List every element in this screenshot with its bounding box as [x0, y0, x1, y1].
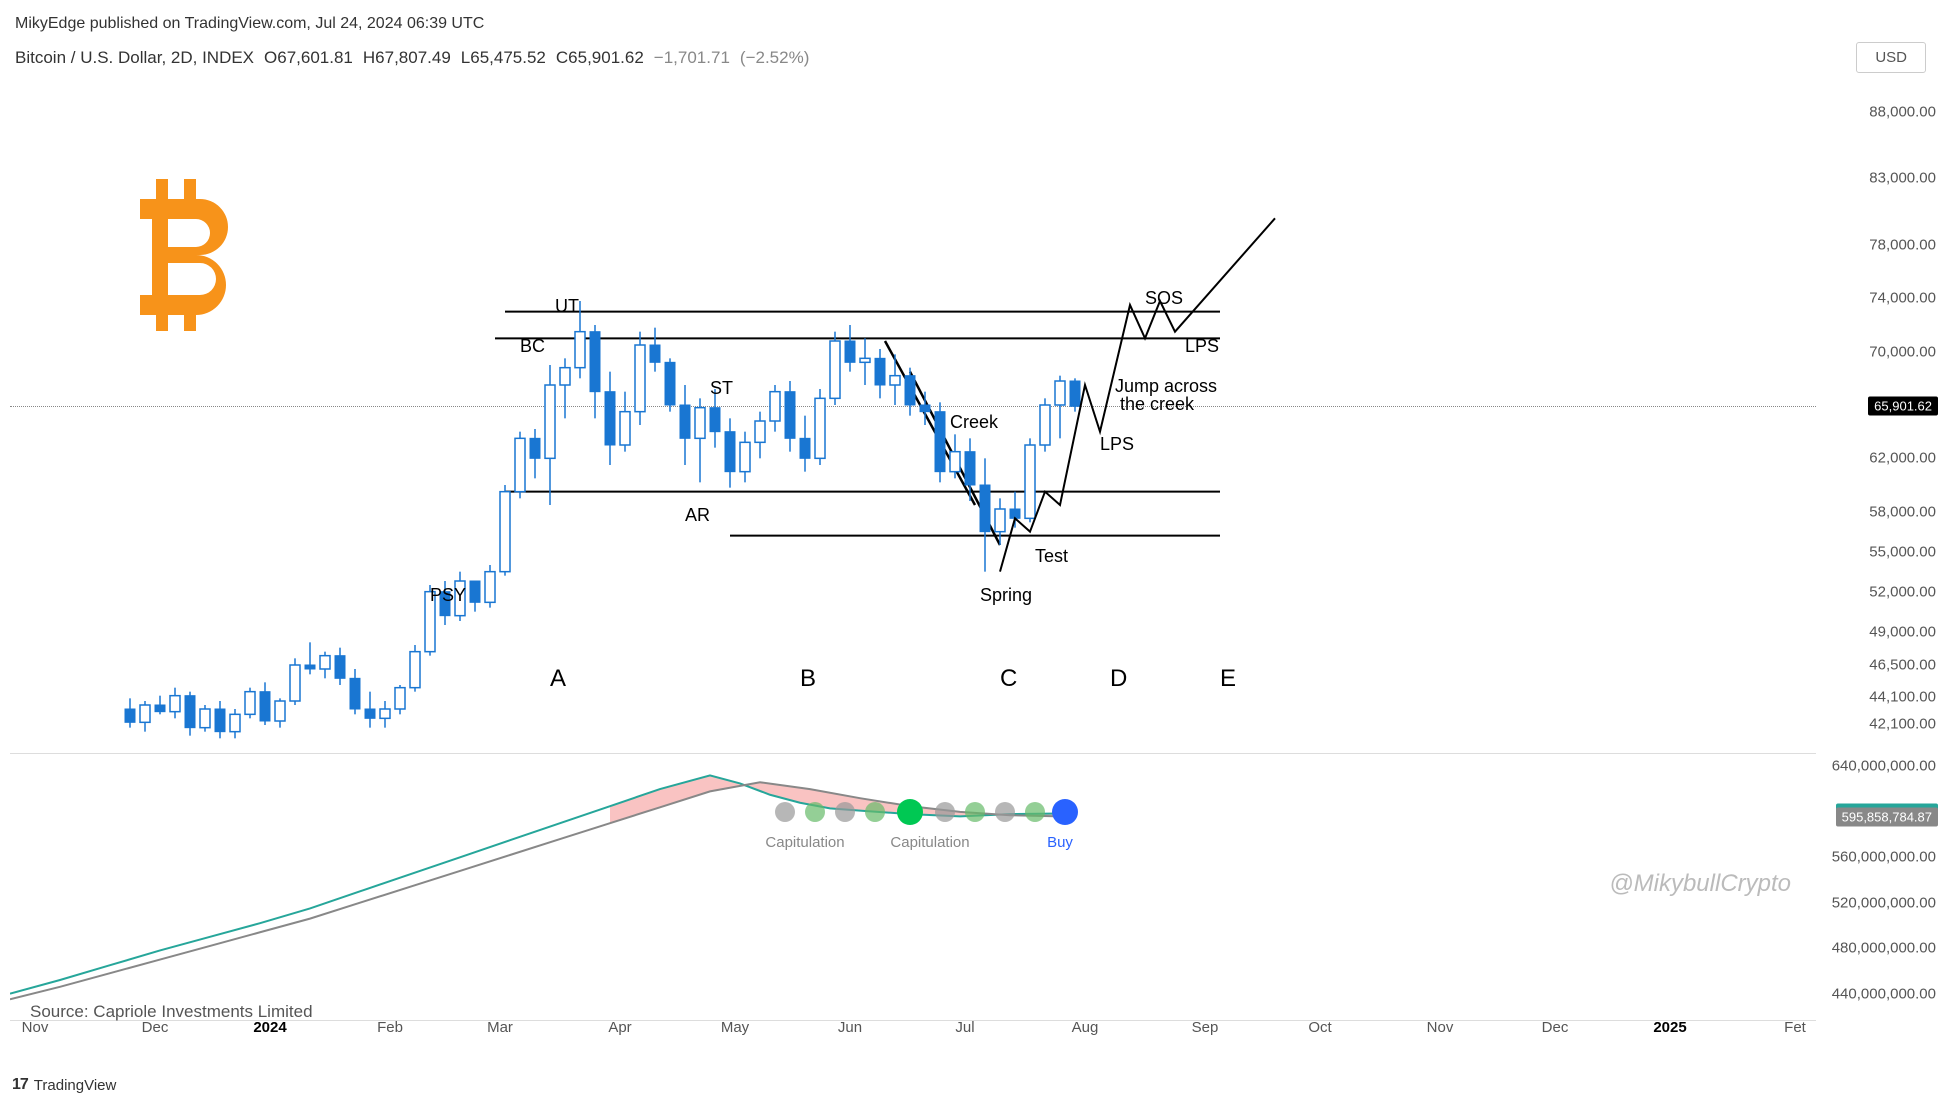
change-pct: (−2.52%): [740, 48, 809, 68]
chart-annotation: AR: [685, 505, 710, 526]
price-tick: 42,100.00: [1869, 715, 1936, 732]
price-tick: 65,901.62: [1868, 397, 1938, 416]
price-axis: 88,000.00 83,000.00 78,000.00 74,000.00 70,0…: [1821, 85, 1946, 1019]
indicator-dot: [1052, 799, 1078, 825]
publish-info: MikyEdge published on TradingView.com, J…: [15, 15, 484, 33]
chart-annotation: Spring: [980, 585, 1032, 606]
phase-label: B: [800, 665, 816, 693]
phase-label: A: [550, 665, 566, 693]
chart-annotation: BC: [520, 336, 545, 357]
indicator-dot: [965, 802, 985, 822]
currency-button[interactable]: USD: [1856, 42, 1926, 73]
chart-annotation: LPS: [1185, 336, 1219, 357]
chart-annotation: PSY: [430, 585, 466, 606]
indicator-tick: 480,000,000.00: [1832, 940, 1936, 957]
indicator-dot: [805, 802, 825, 822]
price-tick: 52,000.00: [1869, 583, 1936, 600]
chart-annotation: ST: [710, 378, 733, 399]
price-tick: 46,500.00: [1869, 657, 1936, 674]
chart-annotation: Creek: [950, 412, 998, 433]
ohlc-o: O67,601.81: [264, 48, 353, 68]
chart-svg[interactable]: [10, 85, 1816, 1025]
tradingview-icon: 17: [12, 1076, 28, 1094]
phase-label: D: [1110, 665, 1127, 693]
price-tick: 44,100.00: [1869, 689, 1936, 706]
price-tick: 88,000.00: [1869, 103, 1936, 120]
footer-label: TradingView: [34, 1077, 117, 1094]
indicator-dot: [865, 802, 885, 822]
indicator-label: Buy: [1047, 834, 1073, 851]
indicator-dot: [835, 802, 855, 822]
price-tick: 70,000.00: [1869, 343, 1936, 360]
indicator-tick: 440,000,000.00: [1832, 985, 1936, 1002]
chart-annotation: Test: [1035, 546, 1068, 567]
footer: 17 TradingView: [12, 1076, 116, 1094]
chart-annotation: the creek: [1120, 394, 1194, 415]
ohlc-h: H67,807.49: [363, 48, 451, 68]
pair: Bitcoin / U.S. Dollar, 2D, INDEX: [15, 48, 254, 68]
watermark: @MikybullCrypto: [1609, 870, 1791, 898]
indicator-dot: [935, 802, 955, 822]
phase-label: C: [1000, 665, 1017, 693]
ohlc-l: L65,475.52: [461, 48, 546, 68]
indicator-dot: [897, 799, 923, 825]
price-tick: 74,000.00: [1869, 290, 1936, 307]
source-attribution: Source: Capriole Investments Limited: [30, 1002, 313, 1022]
chart-annotation: SOS: [1145, 288, 1183, 309]
indicator-dot: [775, 802, 795, 822]
indicator-label: Capitulation: [890, 834, 969, 851]
indicator-tick: 595,858,784.87: [1836, 807, 1938, 826]
price-tick: 49,000.00: [1869, 623, 1936, 640]
indicator-dot: [1025, 802, 1045, 822]
chart-annotation: LPS: [1100, 434, 1134, 455]
ohlc-c: C65,901.62: [556, 48, 644, 68]
indicator-dot: [995, 802, 1015, 822]
change-abs: −1,701.71: [654, 48, 730, 68]
phase-label: E: [1220, 665, 1236, 693]
price-tick: 83,000.00: [1869, 170, 1936, 187]
price-tick: 78,000.00: [1869, 237, 1936, 254]
indicator-tick: 560,000,000.00: [1832, 849, 1936, 866]
indicator-tick: 640,000,000.00: [1832, 758, 1936, 775]
price-tick: 62,000.00: [1869, 450, 1936, 467]
indicator-tick: 520,000,000.00: [1832, 894, 1936, 911]
price-tick: 58,000.00: [1869, 503, 1936, 520]
chart-annotation: UT: [555, 296, 579, 317]
indicator-label: Capitulation: [765, 834, 844, 851]
price-tick: 55,000.00: [1869, 543, 1936, 560]
symbol-info-bar: Bitcoin / U.S. Dollar, 2D, INDEX O67,601…: [15, 48, 809, 68]
